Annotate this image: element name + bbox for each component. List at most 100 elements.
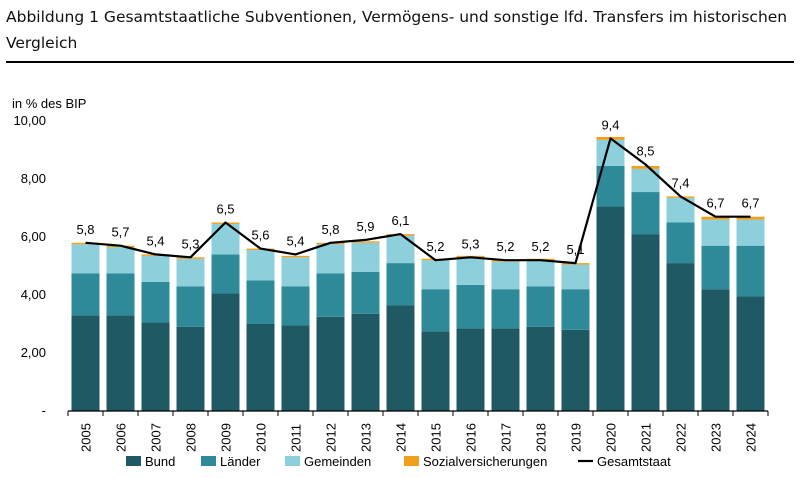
bar-segment-bund <box>176 326 205 411</box>
data-label: 5,4 <box>286 233 304 248</box>
x-tick-label: 2014 <box>394 423 409 452</box>
bar-segment-gemeinden <box>526 260 555 287</box>
bar-segment-länder <box>631 192 660 235</box>
bar-segment-gemeinden <box>631 168 660 193</box>
x-tick-label: 2016 <box>464 423 479 452</box>
bar-segment-gemeinden <box>596 139 625 166</box>
title-rule <box>6 61 794 63</box>
bar-segment-länder <box>176 286 205 327</box>
legend-swatch <box>285 456 300 466</box>
bar-segment-bund <box>211 293 240 411</box>
x-tick-label: 2015 <box>429 423 444 452</box>
data-label: 5,1 <box>566 242 584 257</box>
bar-segment-länder <box>281 286 310 326</box>
legend-swatch <box>404 456 419 466</box>
bar-segment-bund <box>106 315 135 411</box>
y-tick-label: - <box>42 403 46 418</box>
bar-segment-gemeinden <box>491 261 520 290</box>
bar-segment-gemeinden <box>701 219 730 246</box>
bar-segment-gemeinden <box>421 260 450 290</box>
bar-segment-bund <box>246 324 275 411</box>
x-tick-label: 2018 <box>534 423 549 452</box>
bar-segment-bund <box>701 289 730 411</box>
bar-segment-länder <box>211 254 240 294</box>
bar-segment-bund <box>666 263 695 411</box>
data-label: 6,1 <box>391 213 409 228</box>
data-label: 5,7 <box>111 225 129 240</box>
bar-segment-länder <box>71 273 100 316</box>
data-label: 5,2 <box>531 239 549 254</box>
bar-segment-sozialversicherungen <box>701 216 730 220</box>
bar-segment-sozialversicherungen <box>281 255 310 258</box>
legend-label: Gesamtstaat <box>597 454 671 469</box>
bar-segment-bund <box>421 331 450 411</box>
bar-segment-gemeinden <box>106 247 135 274</box>
bar-segment-bund <box>71 315 100 411</box>
total-line <box>85 137 751 265</box>
bar-segment-bund <box>316 316 345 411</box>
legend-label: Gemeinden <box>304 454 371 469</box>
bar-segment-bund <box>141 322 170 411</box>
data-label: 9,4 <box>601 117 619 132</box>
bar-segment-gemeinden <box>141 255 170 282</box>
x-tick-label: 2011 <box>289 424 304 452</box>
bar-segment-länder <box>736 245 765 297</box>
data-label: 5,2 <box>496 239 514 254</box>
bar-segment-bund <box>736 296 765 411</box>
bar-segment-gemeinden <box>71 244 100 274</box>
bar-segment-länder <box>561 289 590 330</box>
data-label: 5,8 <box>76 222 94 237</box>
bar-segment-gemeinden <box>246 250 275 281</box>
bar-segment-länder <box>316 273 345 317</box>
data-label: 6,7 <box>706 196 724 211</box>
x-tick-label: 2019 <box>569 423 584 452</box>
bar-segment-bund <box>456 328 485 411</box>
bar-segment-bund <box>561 329 590 411</box>
data-label: 5,9 <box>356 219 374 234</box>
bar-segment-länder <box>106 273 135 316</box>
data-label: 6,5 <box>216 202 234 217</box>
legend-label: Bund <box>145 454 175 469</box>
legend-label: Sozialversicherungen <box>423 454 547 469</box>
title-block: Abbildung 1 Gesamtstaatliche Subventione… <box>6 4 794 56</box>
bar-segment-gemeinden <box>316 244 345 274</box>
x-tick-label: 2024 <box>744 423 759 452</box>
x-tick-label: 2009 <box>219 423 234 452</box>
x-tick-label: 2005 <box>79 423 94 452</box>
x-tick-label: 2023 <box>709 423 724 452</box>
legend-swatch <box>126 456 141 466</box>
legend-label: Länder <box>220 454 261 469</box>
data-label: 8,5 <box>636 144 654 159</box>
bar-segment-länder <box>386 263 415 306</box>
figure-title: Abbildung 1 Gesamtstaatliche Subventione… <box>6 8 788 52</box>
y-tick-label: 8,00 <box>21 171 46 186</box>
data-label: 5,3 <box>461 236 479 251</box>
x-tick-label: 2017 <box>499 423 514 452</box>
x-tick-label: 2012 <box>324 423 339 452</box>
x-tick-label: 2007 <box>149 423 164 452</box>
y-tick-label: 2,00 <box>21 345 46 360</box>
bar-segment-bund <box>281 325 310 411</box>
x-tick-label: 2022 <box>674 423 689 452</box>
bar-segment-gemeinden <box>176 258 205 287</box>
bar-segment-länder <box>141 281 170 323</box>
y-tick-label: 6,00 <box>21 229 46 244</box>
data-label: 5,8 <box>321 222 339 237</box>
data-label: 6,7 <box>741 196 759 211</box>
bar-segment-gemeinden <box>386 235 415 264</box>
bar-segment-länder <box>351 271 380 314</box>
bar-segment-gemeinden <box>736 219 765 246</box>
bar-segment-bund <box>596 206 625 411</box>
data-label: 5,2 <box>426 239 444 254</box>
bar-segment-länder <box>666 222 695 264</box>
x-tick-label: 2008 <box>184 423 199 452</box>
bar-segment-bund <box>386 305 415 411</box>
x-tick-label: 2020 <box>604 423 619 452</box>
y-unit-label: in % des BIP <box>12 96 86 111</box>
x-tick-label: 2010 <box>254 423 269 452</box>
x-tick-label: 2006 <box>114 423 129 452</box>
bar-segment-länder <box>456 284 485 329</box>
bar-segment-sozialversicherungen <box>351 241 380 243</box>
legend-swatch <box>201 456 216 466</box>
